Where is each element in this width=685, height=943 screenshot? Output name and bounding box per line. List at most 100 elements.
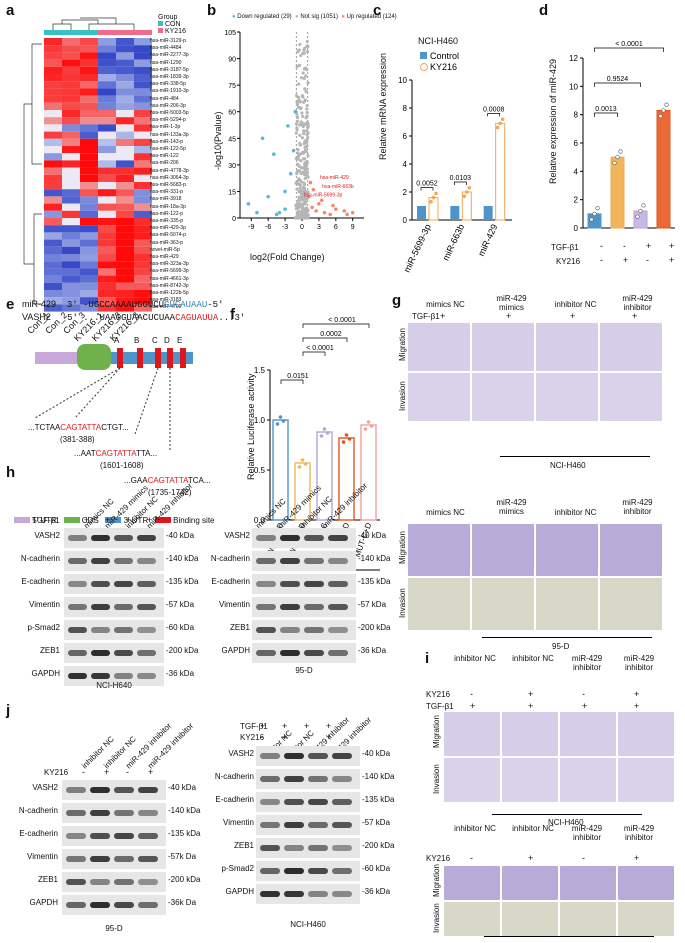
- point-f: [275, 422, 280, 426]
- heatmap-cell: [44, 225, 62, 233]
- blot-band: [91, 604, 110, 610]
- heatmap-cell: [62, 254, 80, 262]
- heatmap-row-label: hsa-miR-122b-5p: [150, 290, 189, 296]
- ky-sign: +: [634, 689, 640, 699]
- blot-strip: [64, 597, 164, 617]
- heatmap-cell: [98, 210, 116, 218]
- blot-band: [90, 787, 110, 793]
- point-down: [266, 194, 270, 199]
- panel-j-left-blot: inhibitor NC inhibitor NC miR-429 inhibito…: [0, 706, 212, 943]
- ky-label: KY216: [426, 690, 451, 699]
- col-label: mimics NC: [426, 300, 465, 309]
- heatmap-cell: [134, 102, 152, 110]
- heatmap-cell: [44, 304, 62, 312]
- micrograph: [502, 902, 558, 936]
- panel-letter-g: g: [392, 292, 402, 309]
- point-ns: [302, 209, 306, 214]
- ky-sign: +: [623, 255, 629, 265]
- blot-band: [280, 581, 300, 587]
- heatmap-cell: [98, 74, 116, 82]
- blot-strip: [64, 551, 164, 571]
- bar-chart-d: 0 2 4 6 8 10 12 < 0.0001 0.9524 0.0013: [569, 41, 675, 233]
- point-ns: [296, 157, 300, 161]
- blot-band: [114, 673, 133, 679]
- heatmap-row-label: hsa-miR-3918: [150, 196, 182, 203]
- vash2-construct: [34, 344, 193, 450]
- blot-band: [114, 856, 134, 862]
- protein-label: E-cadherin: [211, 577, 250, 586]
- heatmap-cell: [98, 304, 116, 312]
- blot-band: [66, 787, 86, 793]
- micrograph: [618, 712, 674, 756]
- blot-band: [138, 902, 158, 908]
- heatmap-cell: [116, 196, 134, 204]
- kda-label: -40 kDa: [166, 531, 195, 540]
- protein-label: p-Smad2: [221, 864, 254, 873]
- bar-f: [272, 419, 289, 521]
- row-dendrogram: [23, 43, 42, 305]
- point-ky: [467, 186, 472, 190]
- blot-band: [328, 650, 348, 656]
- blot-band: [332, 891, 352, 897]
- point-ns: [305, 170, 310, 174]
- ky-sign: -: [582, 689, 585, 699]
- legend-swatch-control: [420, 52, 427, 59]
- heatmap-cell: [80, 232, 98, 240]
- bar-f: [294, 462, 311, 521]
- point-ns: [303, 122, 308, 126]
- point-up: [334, 207, 338, 211]
- heatmap-cell: [116, 254, 134, 262]
- y-tick-label: 0: [574, 224, 579, 233]
- blot-band: [280, 535, 300, 541]
- header-sign: +: [84, 515, 90, 525]
- heatmap-cell: [80, 153, 98, 161]
- chart-f-ylabel: Relative Luciferase activity: [246, 373, 256, 480]
- heatmap-cell: [134, 275, 152, 283]
- ky-sign: -: [470, 689, 473, 699]
- heatmap-row-label: hsa-miR-5003-5p: [150, 110, 189, 116]
- heatmap-cell: [134, 167, 152, 175]
- heatmap-row-label: hsa-miR-1910-3p: [150, 88, 189, 95]
- heatmap-cell: [62, 297, 80, 305]
- y-tick-label: 2: [403, 188, 408, 197]
- point-f: [344, 433, 349, 437]
- protein-label: N-cadherin: [210, 554, 250, 563]
- point-ns: [302, 165, 307, 170]
- cell-line-rule: [484, 936, 654, 937]
- blot-band: [114, 650, 133, 656]
- p-value: 0.0151: [287, 373, 309, 380]
- blot-strip: [64, 528, 164, 548]
- protein-label: E-cadherin: [215, 795, 254, 804]
- col-label: miR-429 inhibitor: [571, 654, 603, 672]
- protein-label: GAPDH: [225, 887, 254, 896]
- point-ky: [429, 200, 433, 204]
- point-up: [322, 210, 327, 215]
- cell-line-label: NCI-H460: [290, 920, 326, 929]
- heatmap-cell: [44, 182, 62, 190]
- blot-band: [260, 776, 280, 782]
- tgf-label: TGF-β1: [426, 702, 454, 711]
- heatmap-cell: [62, 232, 80, 240]
- micrograph: [618, 902, 674, 936]
- heatmap-cell: [134, 210, 152, 218]
- point-ns: [297, 95, 301, 100]
- group-bar: [134, 30, 152, 35]
- blot-band: [284, 776, 304, 782]
- point-ns: [295, 102, 300, 106]
- point-down: [277, 210, 282, 215]
- heatmap-cell: [62, 189, 80, 197]
- col-label: miR-429 mimics: [496, 498, 527, 516]
- blot-strip: [62, 849, 166, 869]
- point-ns: [298, 123, 302, 127]
- point-ns: [303, 176, 307, 181]
- blot-band: [332, 799, 352, 805]
- y-tick-label: 12: [569, 54, 578, 63]
- protein-label: Vimentin: [27, 852, 58, 861]
- heatmap-cell: [62, 246, 80, 254]
- construct-legend: 5' UTR CDS 3' UTR Binding site: [14, 516, 214, 525]
- blot-band: [256, 581, 276, 587]
- point-down: [274, 212, 279, 217]
- protein-label: Vimentin: [223, 818, 254, 827]
- ky-sign: -: [470, 853, 473, 863]
- heatmap-cell: [62, 167, 80, 175]
